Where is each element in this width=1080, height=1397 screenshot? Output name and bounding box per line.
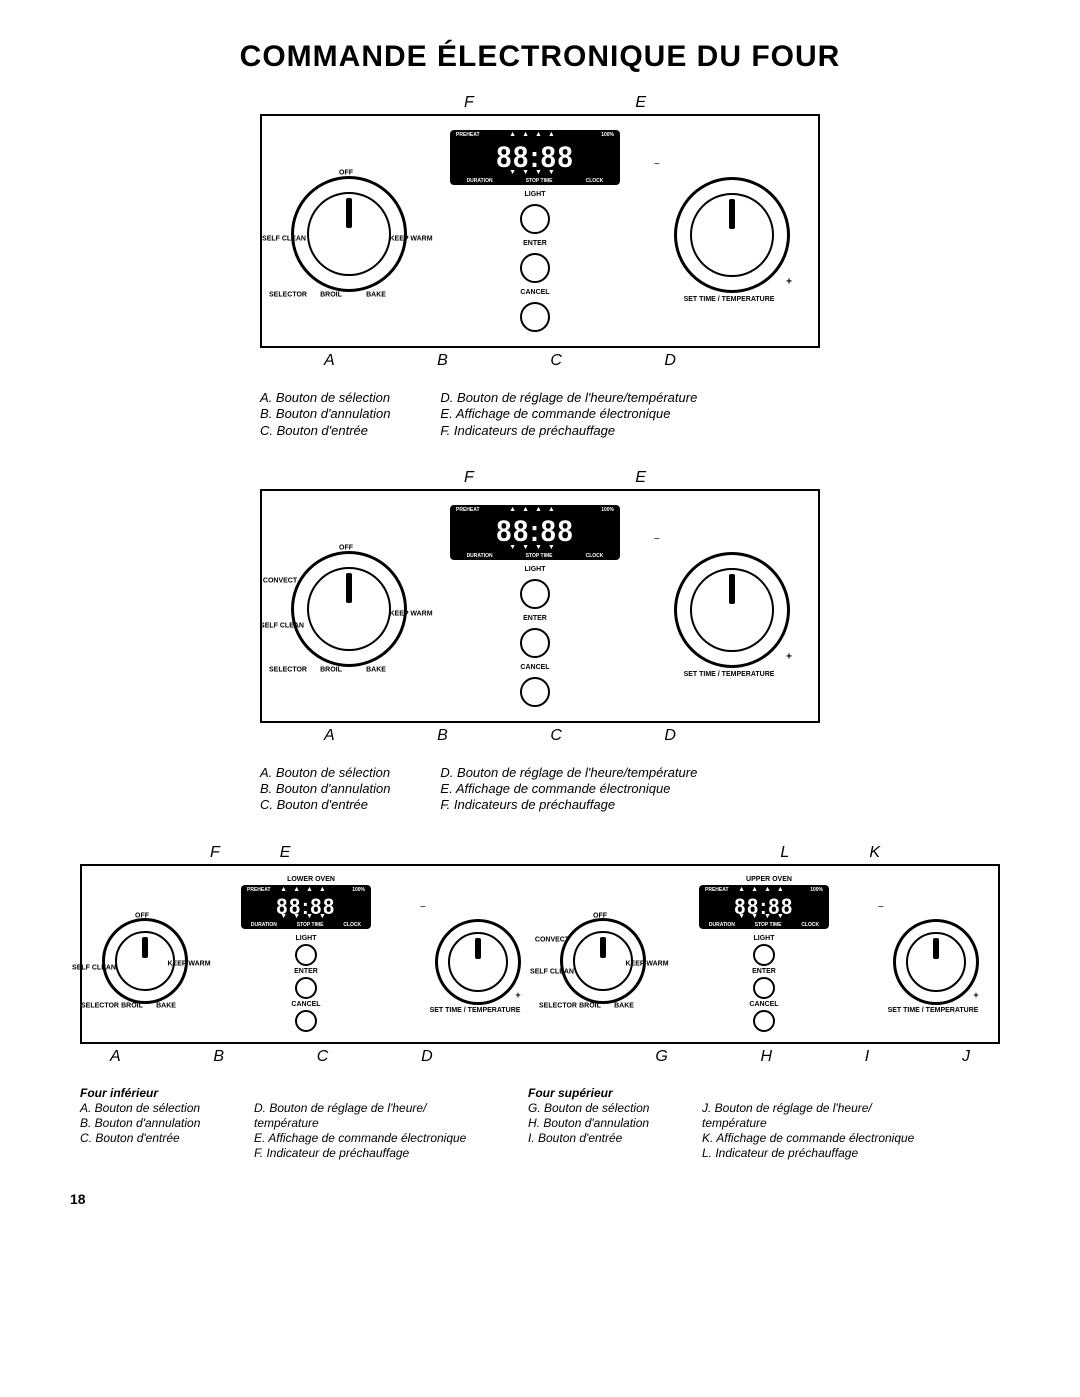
light-button-lower[interactable] [295,944,317,966]
callouts-bottom-3: A B C D G H I J [80,1048,1000,1066]
cancel-button[interactable] [520,677,550,707]
enter-button-lower[interactable] [295,977,317,999]
callouts-top-3: F E L K [80,844,1000,862]
lcd-display-2: PREHEAT 100% ▲▲▲▲ 88:88 ▼▼▼▼ DURATIONSTO… [450,505,620,560]
cancel-button-upper[interactable] [753,1010,775,1032]
callouts-top-2: F E [260,469,820,487]
enter-button-upper[interactable] [753,977,775,999]
control-panel-dual: LOWER OVEN OFF SELF CLEAN SELECTOR BROIL… [80,864,1000,1044]
legend-1: A. Bouton de sélection B. Bouton d'annul… [260,390,820,439]
callouts-bottom-1: A B C D [260,352,820,370]
legend-3: Four inférieur A. Bouton de sélection B.… [80,1086,1000,1161]
page-number: 18 [70,1191,1010,1207]
callouts-bottom-2: A B C D [260,727,820,745]
legend-2: A. Bouton de sélection B. Bouton d'annul… [260,765,820,814]
enter-button[interactable] [520,253,550,283]
lcd-display-1: PREHEAT 100% ▲▲▲▲ 88:88 ▼▼▼▼ DURATIONSTO… [450,130,620,185]
cancel-button-lower[interactable] [295,1010,317,1032]
light-button[interactable] [520,204,550,234]
light-button[interactable] [520,579,550,609]
lower-oven-label: LOWER OVEN [92,876,530,883]
light-button-upper[interactable] [753,944,775,966]
lcd-display-lower: PREHEAT 100% ▲▲▲▲ 88:88 ▼▼▼▼ DURATIONSTO… [241,885,371,929]
enter-button[interactable] [520,628,550,658]
upper-oven-label: UPPER OVEN [550,876,988,883]
page-title: COMMANDE ÉLECTRONIQUE DU FOUR [70,40,1010,74]
control-panel-2: OFF CONVECT SELF CLEAN SELECTOR BROIL BA… [260,489,820,723]
control-panel-1: OFF SELF CLEAN SELECTOR BROIL BAKE KEEP … [260,114,820,348]
lcd-display-upper: PREHEAT 100% ▲▲▲▲ 88:88 ▼▼▼▼ DURATIONSTO… [699,885,829,929]
cancel-button[interactable] [520,302,550,332]
callouts-top-1: F E [260,94,820,112]
